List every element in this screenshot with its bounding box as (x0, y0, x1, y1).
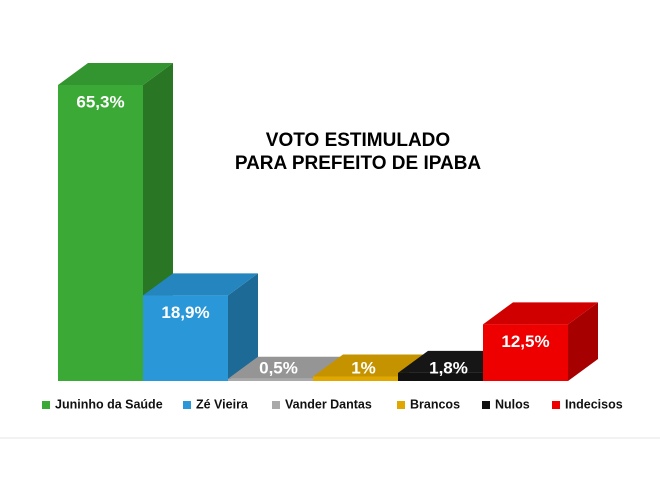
value-label: 18,9% (161, 303, 209, 322)
bar-top (58, 63, 173, 85)
bar-side (228, 273, 258, 381)
legend-label: Indecisos (565, 397, 623, 411)
legend-swatch (42, 401, 50, 409)
bar-3d: 18,9% (143, 273, 258, 381)
legend-swatch (552, 401, 560, 409)
legend-label: Vander Dantas (285, 397, 372, 411)
value-label: 12,5% (501, 332, 549, 351)
legend-label: Juninho da Saúde (55, 397, 163, 411)
bar (483, 324, 568, 381)
legend-label: Zé Vieira (196, 397, 249, 411)
bar-side (568, 302, 598, 381)
legend-swatch (397, 401, 405, 409)
bar-top (143, 273, 258, 296)
bar (228, 378, 313, 381)
chart-title: PARA PREFEITO DE IPABA (235, 153, 482, 174)
bar-top (313, 354, 428, 377)
value-label: 0,5% (259, 358, 298, 377)
legend-swatch (482, 401, 490, 409)
value-label: 1,8% (429, 358, 468, 377)
legend-label: Brancos (410, 397, 460, 411)
bar (143, 295, 228, 381)
bar-top (483, 302, 598, 325)
bar-3d: 12,5% (483, 302, 598, 381)
value-label: 1% (351, 358, 376, 377)
legend-swatch (272, 401, 280, 409)
bar-top (228, 356, 343, 379)
bar (58, 85, 143, 381)
chart-title: VOTO ESTIMULADO (266, 130, 450, 151)
bar (398, 372, 483, 381)
value-label: 65,3% (76, 92, 124, 111)
legend-label: Nulos (495, 397, 530, 411)
legend-swatch (183, 401, 191, 409)
bar (313, 376, 398, 381)
